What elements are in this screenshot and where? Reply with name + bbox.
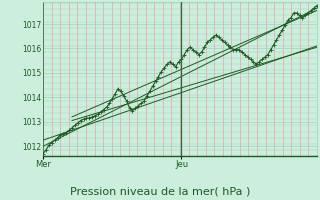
Text: Pression niveau de la mer( hPa ): Pression niveau de la mer( hPa ) [70,186,250,196]
